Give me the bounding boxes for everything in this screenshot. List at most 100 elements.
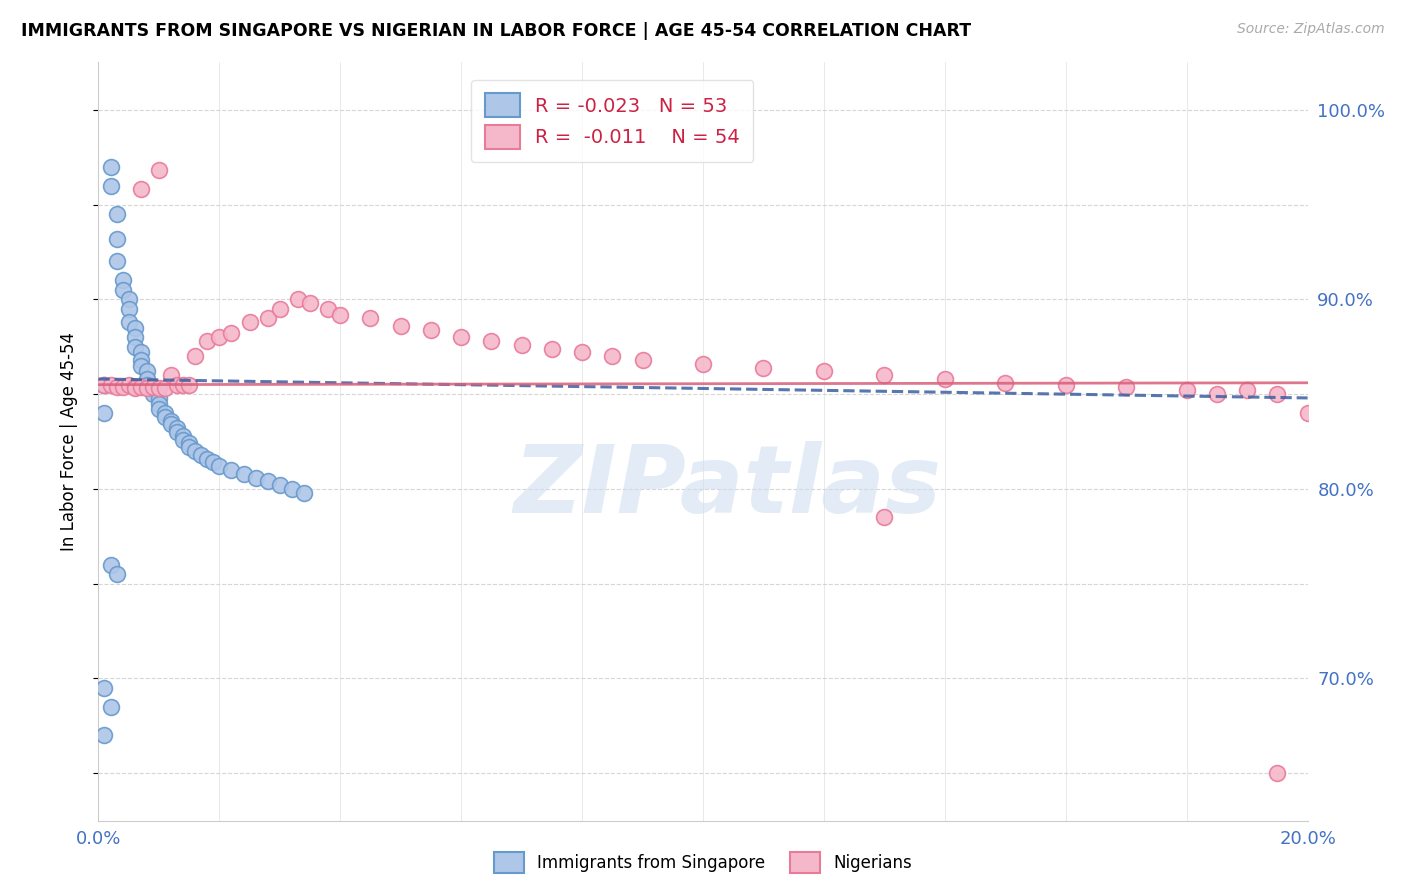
Point	[111, 379, 134, 393]
Point	[135, 381, 157, 395]
Point	[481, 334, 503, 348]
Point	[100, 699, 122, 714]
Point	[160, 368, 183, 383]
Point	[256, 311, 278, 326]
Point	[166, 425, 188, 439]
Point	[172, 429, 194, 443]
Point	[129, 359, 152, 373]
Text: Source: ZipAtlas.com: Source: ZipAtlas.com	[1237, 22, 1385, 37]
Point	[420, 323, 443, 337]
Point	[105, 207, 128, 221]
Point	[148, 396, 170, 410]
Point	[245, 470, 267, 484]
Point	[148, 391, 170, 405]
Point	[148, 163, 170, 178]
Point	[994, 376, 1017, 390]
Point	[1236, 384, 1258, 398]
Point	[160, 417, 183, 432]
Y-axis label: In Labor Force | Age 45-54: In Labor Force | Age 45-54	[59, 332, 77, 551]
Point	[389, 318, 412, 333]
Point	[813, 364, 835, 378]
Point	[93, 728, 115, 742]
Point	[195, 334, 218, 348]
Point	[172, 433, 194, 447]
Point	[934, 372, 956, 386]
Point	[1267, 766, 1289, 780]
Point	[135, 372, 157, 386]
Point	[360, 311, 382, 326]
Point	[269, 301, 291, 316]
Point	[692, 357, 714, 371]
Point	[124, 340, 146, 354]
Point	[208, 459, 231, 474]
Point	[142, 387, 165, 401]
Point	[105, 232, 128, 246]
Point	[510, 338, 533, 352]
Point	[142, 379, 165, 393]
Point	[105, 254, 128, 268]
Point	[172, 377, 194, 392]
Point	[1296, 406, 1319, 420]
Point	[124, 320, 146, 334]
Point	[179, 377, 201, 392]
Point	[1206, 387, 1229, 401]
Point	[631, 353, 654, 368]
Point	[142, 381, 165, 395]
Point	[239, 315, 262, 329]
Point	[450, 330, 472, 344]
Point	[118, 301, 141, 316]
Point	[135, 364, 157, 378]
Point	[100, 377, 122, 392]
Point	[292, 485, 315, 500]
Point	[93, 377, 115, 392]
Point	[184, 349, 207, 363]
Point	[105, 379, 128, 393]
Point	[124, 381, 146, 395]
Point	[148, 402, 170, 417]
Point	[153, 409, 176, 424]
Point	[118, 315, 141, 329]
Point	[269, 478, 291, 492]
Point	[571, 345, 593, 359]
Point	[129, 345, 152, 359]
Legend: R = -0.023   N = 53, R =  -0.011    N = 54: R = -0.023 N = 53, R = -0.011 N = 54	[471, 79, 754, 162]
Point	[1115, 379, 1137, 393]
Point	[111, 273, 134, 287]
Point	[1054, 377, 1077, 392]
Point	[752, 360, 775, 375]
Point	[124, 330, 146, 344]
Point	[153, 406, 176, 420]
Point	[1175, 384, 1198, 398]
Point	[221, 326, 243, 341]
Point	[118, 377, 141, 392]
Point	[93, 681, 115, 695]
Point	[160, 414, 183, 428]
Point	[316, 301, 339, 316]
Point	[1267, 387, 1289, 401]
Point	[105, 567, 128, 582]
Text: IMMIGRANTS FROM SINGAPORE VS NIGERIAN IN LABOR FORCE | AGE 45-54 CORRELATION CHA: IMMIGRANTS FROM SINGAPORE VS NIGERIAN IN…	[21, 22, 972, 40]
Point	[129, 353, 152, 368]
Point	[202, 455, 225, 469]
Text: ZIPatlas: ZIPatlas	[513, 441, 941, 533]
Point	[299, 296, 322, 310]
Point	[100, 160, 122, 174]
Point	[329, 308, 352, 322]
Point	[179, 440, 201, 454]
Point	[118, 293, 141, 307]
Point	[148, 381, 170, 395]
Point	[93, 377, 115, 392]
Point	[256, 475, 278, 489]
Point	[184, 444, 207, 458]
Point	[153, 381, 176, 395]
Point	[93, 406, 115, 420]
Point	[287, 293, 309, 307]
Point	[190, 448, 212, 462]
Point	[281, 482, 304, 496]
Legend: Immigrants from Singapore, Nigerians: Immigrants from Singapore, Nigerians	[486, 846, 920, 880]
Point	[129, 379, 152, 393]
Point	[100, 558, 122, 572]
Point	[124, 379, 146, 393]
Point	[873, 368, 896, 383]
Point	[208, 330, 231, 344]
